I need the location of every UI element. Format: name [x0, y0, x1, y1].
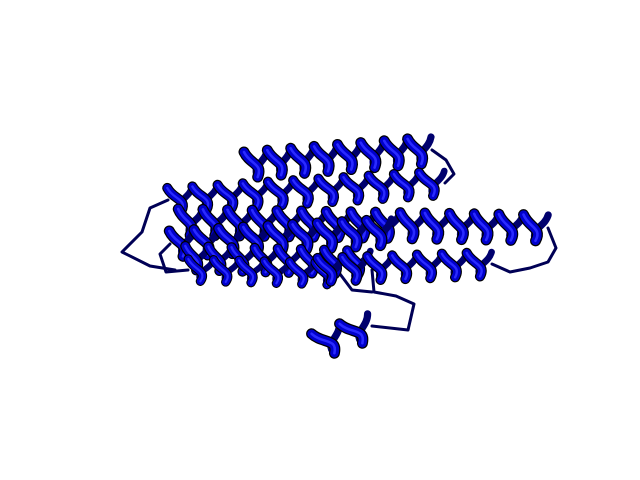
helix-ribbon-highlight: [292, 179, 310, 205]
helix-ribbon-highlight: [341, 255, 359, 282]
helix-ribbon-highlight: [237, 259, 255, 284]
helix-ribbon-highlight: [266, 148, 284, 177]
loop-segment: [338, 272, 374, 294]
helix-ribbon-highlight: [367, 174, 386, 200]
helix-ribbon-highlight: [522, 213, 539, 243]
loop-segment: [120, 198, 177, 272]
helix-ribbon-highlight: [317, 177, 336, 204]
helix-ribbon-highlight: [366, 255, 384, 282]
helix-ribbon-highlight: [310, 332, 337, 355]
alpha-helix: [238, 133, 435, 183]
helix-ribbon-highlight: [316, 221, 334, 250]
helix-ribbon-highlight: [216, 183, 235, 210]
helix-ribbon-highlight: [338, 322, 365, 345]
helix-ribbon-highlight: [312, 145, 331, 173]
loop-segment: [490, 226, 558, 274]
helix-ribbon-highlight: [406, 137, 424, 166]
loop-segment: [430, 148, 456, 185]
helix-ribbon-highlight: [365, 219, 384, 247]
loop-segment: [158, 242, 190, 274]
helix-ribbon-highlight: [391, 254, 409, 281]
helix-ribbon-highlight: [342, 176, 361, 202]
helix-ribbon-highlight: [423, 211, 440, 241]
helix-ribbon-highlight: [288, 260, 305, 286]
helix-ribbon-highlight: [266, 180, 285, 207]
helix-ribbon-highlight: [415, 253, 434, 280]
helix-ribbon-highlight: [465, 251, 483, 278]
helix-ribbon-highlight: [382, 139, 401, 168]
loop-segment: [370, 268, 416, 332]
helix-ribbon-highlight: [336, 143, 354, 171]
helix-ribbon-highlight: [472, 212, 490, 242]
helix-ribbon-highlight: [263, 259, 280, 285]
helix-ribbon-highlight: [398, 211, 416, 241]
helix-ribbon-highlight: [241, 182, 260, 208]
helix-ribbon-highlight: [392, 172, 411, 199]
helix-ribbon-highlight: [187, 257, 204, 283]
helix-ribbon-highlight: [417, 171, 436, 197]
alpha-helix: [306, 310, 372, 359]
helix-ribbon-highlight: [324, 210, 342, 239]
helix-ribbon-highlight: [448, 212, 465, 241]
loop-regions: [120, 148, 558, 332]
helix-ribbon-highlight: [440, 252, 458, 279]
helix-ribbon-highlight: [497, 212, 514, 242]
helix-bundle: [162, 133, 552, 359]
helix-ribbon-highlight: [289, 147, 308, 175]
helix-ribbon-highlight: [340, 220, 359, 249]
alpha-helix: [162, 167, 448, 217]
helix-ribbon-highlight: [359, 141, 378, 169]
helix-ribbon-highlight: [212, 258, 229, 284]
helix-ribbon-highlight: [242, 150, 261, 179]
helix-ribbon-highlight: [316, 256, 334, 283]
helix-ribbon-highlight: [291, 223, 310, 251]
alpha-helix: [312, 247, 495, 287]
